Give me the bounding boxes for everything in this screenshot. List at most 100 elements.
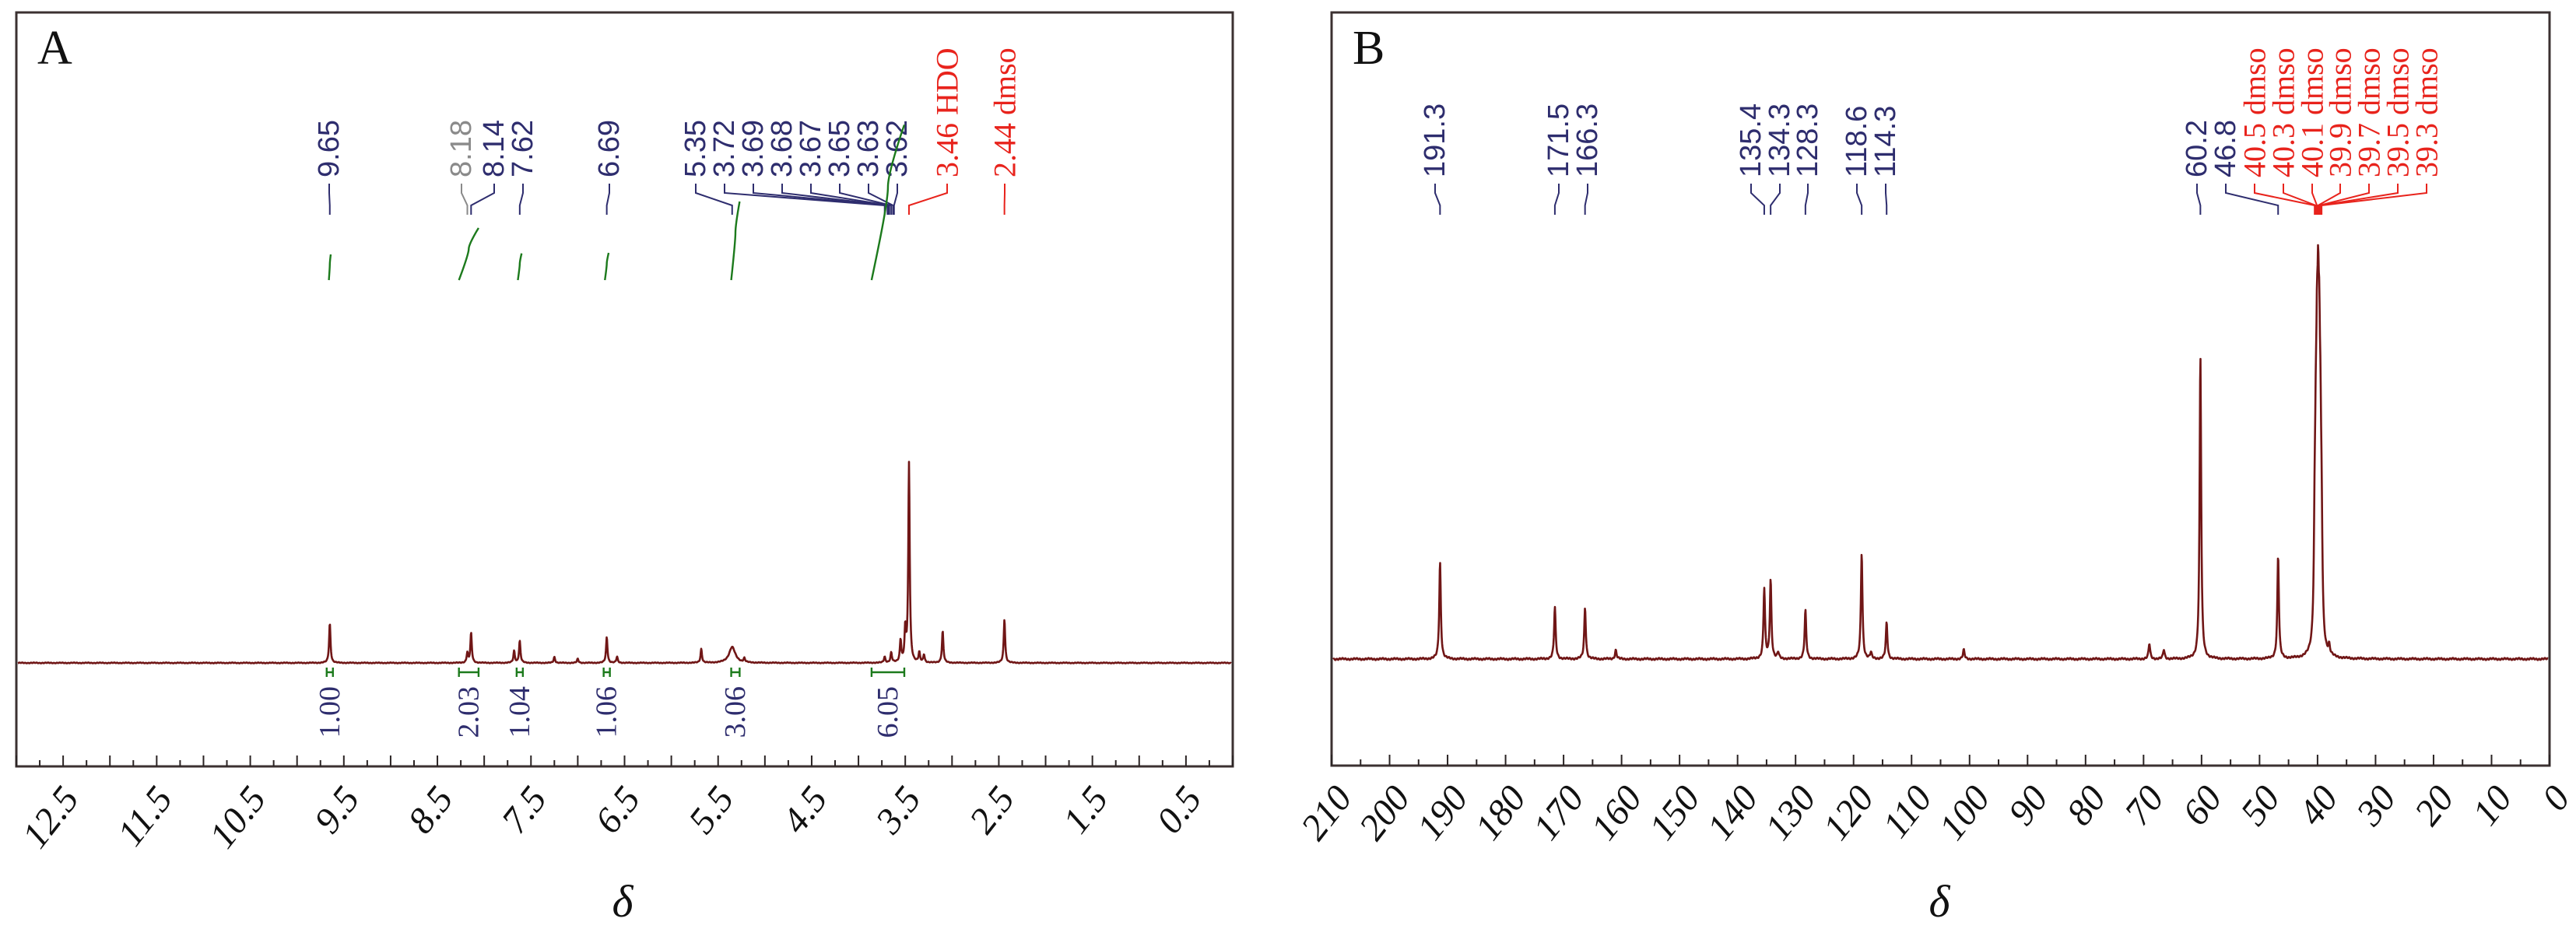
peak-label: 3.68	[766, 120, 798, 177]
peak-connector	[605, 184, 610, 215]
integral-bracket	[870, 668, 906, 677]
integral-value: 3.06	[719, 686, 752, 738]
peak-connector	[470, 184, 495, 215]
integral-value: 1.00	[314, 686, 346, 738]
tick-label: 50	[2233, 778, 2288, 833]
panel-a: A9.65 8.18 8.147.62 6.69 5.353.723.693.683.6…	[14, 11, 1234, 927]
peak-label: 8.18	[445, 120, 478, 177]
peak-label: 7.62	[507, 120, 539, 177]
peak-label: 40.3 dmso	[2266, 47, 2301, 177]
tick-label: 4.5	[774, 779, 836, 841]
peak-connector	[2318, 184, 2370, 215]
tick-label: 20	[2406, 778, 2462, 833]
spectrum-line	[17, 461, 1232, 664]
peak-label: 8.14	[478, 120, 511, 177]
peak-connector	[839, 184, 893, 215]
integral-curve	[458, 227, 479, 281]
tick-label: 170	[1525, 778, 1592, 847]
panel-label: B	[1353, 22, 1385, 75]
tick-label: 40	[2290, 778, 2346, 833]
peak-connector	[724, 184, 886, 215]
tick-label: 90	[2001, 778, 2056, 833]
tick-label: 1.5	[1055, 779, 1117, 841]
tick-label: 7.5	[493, 779, 555, 841]
integral-bracket	[458, 668, 480, 677]
tick-label: 3.5	[868, 779, 929, 842]
tick-label: 190	[1409, 778, 1476, 847]
peak-connector	[2311, 184, 2318, 215]
tick-label: 6.5	[587, 779, 648, 841]
peak-connector	[695, 184, 733, 215]
peak-connector	[2321, 184, 2427, 215]
peak-label: 118.6	[1841, 106, 1873, 177]
integral-value: 6.05	[872, 686, 904, 738]
tick-label: 10.5	[202, 779, 274, 856]
tick-label: 70	[2117, 778, 2172, 833]
panel-label: A	[37, 22, 72, 75]
peak-connector	[1584, 184, 1588, 215]
peak-label: 40.1 dmso	[2295, 47, 2330, 177]
peak-label: 3.65	[823, 120, 856, 177]
integral-value: 2.03	[452, 686, 485, 738]
tick-label: 0	[2534, 778, 2576, 819]
peak-label: 39.3 dmso	[2409, 47, 2444, 177]
peak-connector	[868, 184, 894, 215]
integral-value: 1.04	[504, 686, 536, 738]
tick-label: 110	[1875, 778, 1940, 846]
spectrum-line	[1332, 244, 2549, 661]
peak-label: 5.35	[679, 120, 712, 177]
peak-label: 134.3	[1764, 103, 1796, 177]
peak-label: 3.67	[795, 120, 827, 177]
tick-label: 11.5	[110, 779, 181, 854]
peak-connector	[1856, 184, 1863, 215]
integral-curve	[730, 201, 741, 281]
peak-connector	[1804, 184, 1809, 215]
tick-label: 9.5	[307, 779, 368, 841]
peak-connector	[1434, 184, 1441, 215]
tick-label: 12.5	[14, 779, 86, 856]
peak-connector	[2319, 184, 2399, 215]
tick-label: 140	[1699, 778, 1766, 847]
tick-label: 10	[2465, 778, 2520, 833]
peak-label: 39.5 dmso	[2381, 47, 2416, 177]
peak-connector	[2225, 184, 2279, 215]
peak-label: 114.3	[1869, 106, 1902, 177]
integral-bracket	[325, 668, 334, 677]
peak-label: 166.3	[1571, 103, 1604, 177]
tick-label: 180	[1467, 778, 1534, 847]
peak-connector	[908, 184, 948, 215]
peak-label: 191.3	[1419, 103, 1451, 177]
integral-curve	[517, 253, 523, 281]
peak-label: 39.9 dmso	[2323, 47, 2358, 177]
peak-connector	[1750, 184, 1765, 215]
tick-label: 80	[2058, 778, 2114, 833]
tick-label: 30	[2348, 778, 2404, 833]
peak-connector	[1553, 184, 1560, 215]
tick-label: 8.5	[400, 779, 462, 841]
peak-label: 128.3	[1792, 103, 1824, 177]
peak-connector	[781, 184, 890, 215]
peak-connector	[2254, 184, 2316, 215]
tick-label: 120	[1815, 778, 1882, 847]
peak-label: 6.69	[593, 120, 626, 177]
peak-connector	[893, 184, 898, 215]
peak-label: 135.4	[1735, 103, 1767, 177]
tick-label: 210	[1293, 778, 1360, 847]
tick-label: 0.5	[1149, 779, 1210, 841]
tick-label: 100	[1931, 778, 1998, 847]
peak-label: 171.5	[1542, 103, 1575, 177]
peak-label: 3.63	[852, 120, 885, 177]
peak-label: 40.5 dmso	[2237, 47, 2272, 177]
integral-bracket	[602, 668, 611, 677]
peak-label: 9.65	[313, 120, 346, 177]
integral-curve	[328, 254, 332, 281]
peak-connector	[328, 184, 331, 215]
peak-label: 2.44 dmso	[988, 47, 1023, 177]
integral-bracket	[730, 668, 741, 677]
peak-label: 3.72	[708, 120, 741, 177]
tick-label: 2.5	[961, 779, 1023, 841]
tick-label: 130	[1757, 778, 1824, 847]
peak-connector	[2283, 184, 2317, 215]
